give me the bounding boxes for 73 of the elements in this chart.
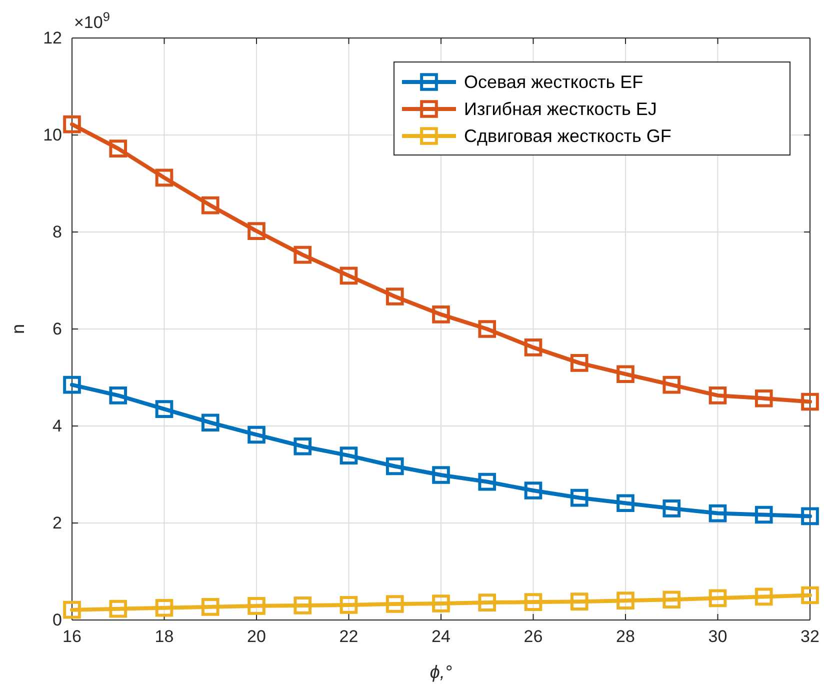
point [201,598,220,616]
point [616,494,634,512]
point [432,306,450,324]
y-tick-label: 2 [52,513,62,532]
point [801,586,819,604]
y-tick-label: 10 [43,125,62,144]
point [109,140,128,158]
point [570,354,588,372]
point [478,320,496,338]
point [386,457,404,476]
point [201,196,220,214]
point [524,593,542,611]
legend-label: Осевая жесткость EF [464,72,644,92]
legend-label: Сдвиговая жесткость GF [464,126,672,146]
x-tick-label: 20 [247,627,266,646]
point [616,592,634,610]
point [340,446,358,464]
point [386,595,404,613]
y-tick-label: 0 [52,610,62,630]
y-tick-label: 6 [52,319,62,338]
text: ×10$^{9}$ [74,8,110,32]
point [294,246,312,264]
x-axis-title: ϕ,° [430,662,452,682]
x-tick-label: 32 [800,627,820,646]
x-tick-label: 30 [708,627,728,646]
y-tick-label: 12 [43,28,62,48]
point [662,376,681,394]
point [294,437,312,456]
point [708,504,727,522]
x-tick-label: 28 [616,627,635,646]
y-tick-label: 4 [52,416,62,436]
point [340,596,358,614]
point [708,589,727,608]
point [662,500,681,518]
point [432,466,450,484]
point [201,414,220,432]
legend-label: Изгибная жесткость EJ [464,99,657,119]
point [754,588,773,606]
point [63,600,81,619]
x-tick-label: 16 [62,627,82,646]
point [616,365,634,384]
point [63,376,81,394]
point [294,596,312,614]
point [340,266,358,285]
x-tick-label: 18 [154,627,174,646]
point [109,600,128,618]
point [248,597,266,615]
point [155,598,174,617]
point [248,222,266,240]
y-tick-label: 8 [52,222,62,242]
point [63,115,81,134]
point [570,488,588,507]
point [801,507,819,526]
point [109,386,128,404]
point [570,592,588,610]
point [478,472,496,491]
x-tick-label: 22 [339,627,358,646]
y-axis-title: n [8,324,28,334]
point [386,288,404,306]
x-tick-label: 26 [524,627,543,646]
point [708,386,727,404]
point [524,338,542,356]
point [155,168,174,187]
point [478,594,496,612]
point [754,389,773,408]
point [432,594,450,612]
point [801,392,819,411]
point [248,426,266,444]
point [524,482,542,500]
point [155,400,174,418]
point [662,590,681,609]
x-tick-label: 24 [432,627,450,646]
point [754,506,773,524]
